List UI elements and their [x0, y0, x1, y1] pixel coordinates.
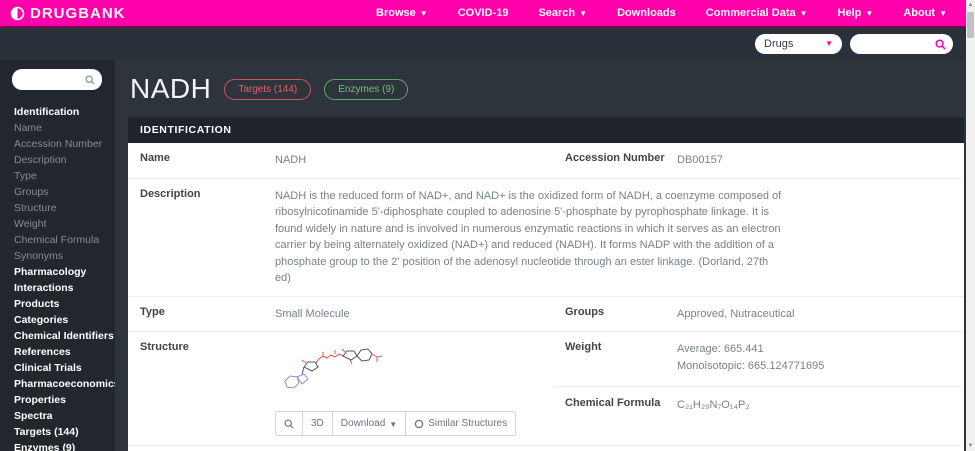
main-content: NADH Targets (144) Enzymes (9) IDENTIFIC…: [115, 60, 975, 451]
sidebar-item-type[interactable]: Type: [14, 170, 37, 182]
sidebar-item-categories[interactable]: Categories: [14, 314, 69, 326]
main-nav: Browse ▼ COVID-19 Search ▼ Downloads Comme…: [376, 7, 947, 19]
weight-monoisotopic: Monoisotopic: 665.124771695: [677, 359, 825, 372]
3d-structure-button[interactable]: 3D: [303, 411, 333, 436]
sidebar-item-identification[interactable]: Identification: [14, 106, 80, 118]
weight-average: Average: 665.441: [677, 343, 764, 355]
description-value: NADH is the reduced form of NAD+, and NA…: [275, 189, 782, 285]
sidebar-item-properties[interactable]: Properties: [14, 394, 66, 406]
scroll-down-icon[interactable]: ▼: [967, 443, 974, 449]
search-toolbar: Drugs ▼: [0, 28, 975, 60]
name-value: NADH: [275, 154, 307, 166]
sidebar-item-spectra[interactable]: Spectra: [14, 410, 53, 422]
sidebar-item-chemical-formula[interactable]: Chemical Formula: [14, 234, 100, 246]
structure-label: Structure: [140, 341, 189, 353]
sidebar-item-name[interactable]: Name: [14, 122, 43, 134]
sidebar-item-products[interactable]: Products: [14, 298, 60, 310]
caret-down-icon: ▼: [419, 9, 428, 18]
identification-section-header: IDENTIFICATION: [128, 117, 964, 143]
sidebar-item-description[interactable]: Description: [14, 154, 67, 166]
scroll-up-icon[interactable]: ▲: [967, 2, 974, 8]
weight-value: Average: 665.441 Monoisotopic: 665.12477…: [677, 341, 964, 374]
vertical-scrollbar[interactable]: ▲ ▼: [966, 0, 975, 451]
sidebar-item-pharmacology[interactable]: Pharmacology: [14, 266, 87, 278]
sidebar-item-targets[interactable]: Targets (144): [14, 426, 79, 438]
section-sidebar: Identification Name Accession Number Des…: [0, 60, 115, 451]
groups-label: Groups: [565, 305, 605, 318]
nav-browse[interactable]: Browse ▼: [376, 7, 428, 19]
sidebar-item-references[interactable]: References: [14, 346, 71, 358]
similar-structures-button[interactable]: Similar Structures: [406, 411, 517, 436]
search-icon[interactable]: [935, 38, 946, 50]
caret-down-icon: ▼: [579, 9, 588, 18]
top-navbar: DRUGBANK Browse ▼ COVID-19 Search ▼ Downlo…: [0, 0, 975, 28]
caret-down-icon: ▼: [865, 9, 874, 18]
divider: [553, 386, 964, 387]
structure-button-group: 3D Download ▼ Similar Structures: [275, 411, 543, 436]
sidebar-item-groups[interactable]: Groups: [14, 186, 49, 198]
sidebar-item-synonyms[interactable]: Synonyms: [14, 250, 64, 262]
brand-name: DRUGBANK: [30, 4, 126, 22]
caret-down-icon: ▼: [389, 419, 398, 429]
sidebar-search-input[interactable]: [19, 74, 85, 85]
nav-covid19[interactable]: COVID-19: [457, 7, 509, 19]
sidebar-item-enzymes[interactable]: Enzymes (9): [14, 442, 76, 451]
sidebar-item-weight[interactable]: Weight: [14, 218, 47, 230]
nav-help[interactable]: Help ▼: [837, 7, 874, 19]
sidebar-search-box: [12, 69, 102, 90]
table-row: Type Small Molecule Groups Approved, Nut…: [128, 297, 964, 332]
ring-icon: [414, 419, 424, 429]
chemical-formula-value: C₂₁H₂₉N₇O₁₄P₂: [677, 399, 750, 411]
nav-commercial-data[interactable]: Commercial Data ▼: [705, 7, 808, 19]
table-row: Structure: [128, 332, 964, 446]
pill-logo-icon: [10, 6, 25, 21]
caret-down-icon: ▼: [825, 39, 833, 48]
nav-search[interactable]: Search ▼: [538, 7, 588, 19]
structure-cell: 3D Download ▼ Similar Structures: [275, 341, 553, 436]
sidebar-item-accession-number[interactable]: Accession Number: [14, 138, 103, 150]
groups-value: Approved, Nutraceutical: [677, 307, 795, 320]
sidebar-item-clinical-trials[interactable]: Clinical Trials: [14, 362, 82, 374]
zoom-structure-button[interactable]: [275, 411, 303, 436]
sidebar-item-pharmacoeconomics[interactable]: Pharmacoeconomics: [14, 378, 115, 390]
enzymes-badge[interactable]: Enzymes (9): [324, 78, 409, 100]
table-row: Synonyms Show All Synonyms DPNH NAD redu…: [128, 446, 964, 451]
identification-panel: Name NADH Accession Number DB00157 Descr…: [128, 143, 964, 451]
sidebar-item-interactions[interactable]: Interactions: [14, 282, 74, 294]
nav-downloads[interactable]: Downloads: [617, 7, 676, 19]
search-category-select[interactable]: Drugs ▼: [755, 34, 842, 54]
selected-category: Drugs: [764, 38, 794, 50]
accession-number-value: DB00157: [677, 154, 723, 166]
global-search-box: [850, 34, 953, 54]
type-label: Type: [140, 305, 165, 318]
name-label: Name: [140, 152, 170, 164]
global-search-input[interactable]: [857, 38, 935, 50]
targets-badge[interactable]: Targets (144): [224, 78, 312, 100]
type-value: Small Molecule: [275, 307, 350, 320]
page-title: NADH: [130, 73, 212, 104]
sidebar-item-structure[interactable]: Structure: [14, 202, 57, 214]
nav-about[interactable]: About ▼: [903, 7, 947, 19]
weight-label: Weight: [565, 341, 602, 353]
download-structure-button[interactable]: Download ▼: [332, 411, 407, 436]
structure-image[interactable]: [275, 341, 543, 393]
accession-number-label: Accession Number: [565, 152, 665, 164]
magnifier-icon: [284, 418, 294, 429]
table-row: Description NADH is the reduced form of …: [128, 179, 964, 297]
description-label: Description: [140, 187, 201, 200]
scrollbar-thumb[interactable]: [967, 12, 974, 38]
caret-down-icon: ▼: [939, 9, 947, 18]
sidebar-item-chemical-identifiers[interactable]: Chemical Identifiers: [14, 330, 114, 342]
chemical-formula-label: Chemical Formula: [565, 397, 661, 409]
caret-down-icon: ▼: [799, 9, 808, 18]
table-row: Name NADH Accession Number DB00157: [128, 143, 964, 179]
search-icon: [85, 74, 95, 85]
drugbank-logo[interactable]: DRUGBANK: [10, 5, 126, 22]
